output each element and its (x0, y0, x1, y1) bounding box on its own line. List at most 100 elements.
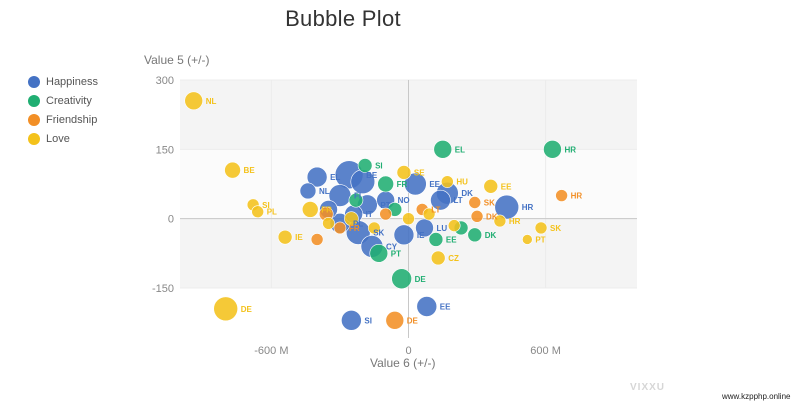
bubble-friendship (379, 207, 392, 221)
bubble-love (322, 216, 335, 230)
data-label-love: SE (414, 168, 425, 177)
x-axis-label: Value 6 (+/-) (370, 356, 436, 370)
data-label-creativity: HR (564, 145, 576, 154)
bubble-creativity (543, 140, 562, 159)
bubble-happiness (306, 166, 328, 188)
bubble-love (396, 165, 412, 180)
bubble-love (224, 161, 241, 179)
bubble-friendship (555, 189, 568, 202)
y-tick-label: 0 (168, 214, 174, 226)
x-tick-label: -600 M (254, 345, 288, 357)
bubble-love (430, 250, 446, 266)
x-tick-label: 600 M (530, 345, 561, 357)
data-label-happiness: LU (436, 224, 447, 233)
watermark: VIXXU (630, 382, 666, 393)
data-label-friendship: LT (431, 205, 440, 214)
data-label-happiness: EL (330, 173, 340, 182)
data-label-love: SK (550, 224, 561, 233)
data-label-love: PL (267, 208, 277, 217)
data-label-happiness: SI (364, 316, 372, 325)
legend-item-love[interactable]: Love (28, 129, 98, 148)
legend-item-happiness[interactable]: Happiness (28, 72, 98, 91)
data-label-friendship: FR (349, 224, 360, 233)
legend-label-happiness: Happiness (46, 75, 98, 88)
bubble-happiness (430, 189, 451, 211)
data-label-friendship: HR (571, 192, 583, 201)
bubble-love (493, 214, 507, 228)
data-label-happiness: SK (373, 229, 384, 238)
bubble-creativity (348, 192, 364, 208)
bubble-happiness (299, 182, 317, 200)
y-tick-label: 300 (156, 75, 174, 87)
y-tick-label: -150 (152, 283, 174, 295)
bubble-happiness (494, 194, 520, 220)
data-label-friendship: DK (486, 212, 498, 221)
bubble-love (184, 91, 204, 111)
bubble-love (301, 201, 319, 218)
data-label-happiness: DK (461, 189, 473, 198)
bubble-happiness (393, 224, 415, 246)
bubble-creativity (467, 227, 483, 243)
bubble-love (251, 205, 264, 219)
bubble-friendship (385, 311, 405, 330)
bubble-happiness (404, 172, 427, 196)
data-label-happiness: HR (522, 203, 534, 212)
data-label-love: HU (456, 178, 468, 187)
bubble-creativity (428, 232, 444, 247)
bubble-happiness (416, 296, 438, 317)
data-label-happiness: EE (429, 180, 440, 189)
data-label-love: PT (535, 235, 545, 244)
data-label-friendship: SK (484, 198, 495, 207)
legend: Happiness Creativity Friendship Love (28, 72, 98, 148)
x-tick-label: 0 (405, 345, 411, 357)
legend-label-creativity: Creativity (46, 94, 92, 107)
data-label-love: CZ (448, 254, 459, 263)
data-label-creativity: DE (415, 275, 427, 284)
bubble-love (422, 207, 436, 221)
y-axis-label: Value 5 (+/-) (144, 53, 210, 67)
data-label-creativity: SI (375, 162, 383, 171)
bubble-love (402, 212, 415, 225)
bubble-creativity (377, 175, 394, 193)
data-label-happiness: CY (386, 242, 398, 251)
bubble-creativity (391, 268, 412, 290)
data-label-love: NL (206, 97, 217, 106)
bubble-friendship (333, 221, 347, 235)
bubble-happiness (341, 310, 362, 331)
legend-swatch-love (28, 132, 40, 145)
site-footer-text: www.kzpphp.online (722, 392, 791, 401)
bubble-happiness (415, 218, 434, 238)
data-label-happiness: PL (353, 219, 363, 228)
bubble-love (522, 234, 533, 245)
legend-item-creativity[interactable]: Creativity (28, 91, 98, 110)
bubble-love (213, 296, 238, 322)
legend-swatch-friendship (28, 113, 40, 126)
data-label-love: SI (262, 201, 270, 210)
data-label-creativity: DK (485, 231, 497, 240)
y-tick-label: 150 (156, 144, 174, 156)
data-label-happiness: NL (319, 187, 330, 196)
legend-swatch-creativity (28, 94, 40, 107)
data-label-love: IE (295, 233, 303, 242)
data-label-creativity: PT (391, 249, 401, 258)
data-label-love: BE (244, 166, 256, 175)
bubble-friendship (310, 233, 324, 246)
bubble-love (534, 221, 548, 235)
bubble-friendship (470, 210, 484, 223)
bubble-creativity (357, 158, 373, 173)
data-label-friendship: DE (407, 316, 419, 325)
bubble-creativity (433, 140, 453, 159)
data-label-love: EE (501, 182, 512, 191)
bubble-friendship (468, 196, 482, 209)
data-label-happiness: EE (440, 302, 451, 311)
data-label-happiness: PT (380, 201, 390, 210)
data-label-love: HR (509, 217, 521, 226)
data-label-happiness: IE (417, 231, 425, 240)
legend-item-friendship[interactable]: Friendship (28, 110, 98, 129)
data-label-happiness: LT (453, 196, 462, 205)
bubble-love (344, 211, 359, 226)
data-label-creativity: FR (397, 180, 408, 189)
data-label-happiness: IT (366, 210, 373, 219)
bubble-love (441, 175, 454, 188)
legend-label-love: Love (46, 132, 70, 145)
